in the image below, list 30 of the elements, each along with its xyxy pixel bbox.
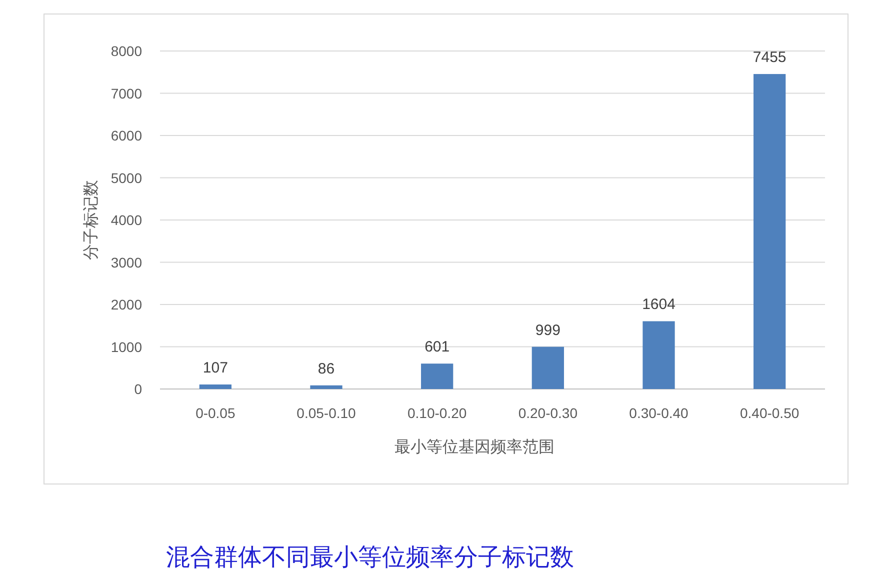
bar [310, 385, 342, 389]
y-tick-label: 5000 [110, 170, 142, 186]
bar [199, 384, 232, 389]
x-tick-label: 0-0.05 [196, 405, 236, 421]
y-axis-title: 分子标记数 [82, 180, 100, 260]
text: 混合群体不同最小等位频率分子标记数 [166, 543, 574, 571]
bar [642, 321, 675, 389]
x-tick-label: 0.40-0.50 [740, 405, 800, 421]
x-tick-label: 0.20-0.30 [518, 405, 578, 421]
bar [421, 364, 454, 389]
data-label: 999 [535, 322, 560, 339]
data-label: 1604 [642, 296, 676, 314]
data-label: 86 [318, 360, 335, 378]
data-label: 7455 [752, 49, 786, 66]
y-tick-label: 6000 [110, 128, 142, 144]
data-label: 601 [424, 338, 450, 356]
x-axis-title: 最小等位基因频率范围 [394, 438, 554, 456]
y-tick-label: 8000 [110, 43, 142, 59]
y-tick-label: 2000 [110, 296, 142, 312]
x-tick-label: 0.30-0.40 [629, 405, 689, 421]
x-tick-label: 0.05-0.10 [296, 405, 356, 421]
x-tick-label: 0.10-0.20 [407, 405, 467, 421]
y-tick-label: 4000 [110, 212, 142, 228]
y-tick-label: 3000 [110, 254, 142, 270]
bar [754, 74, 786, 389]
data-label: 107 [202, 359, 228, 376]
y-tick-label: 1000 [110, 338, 142, 355]
y-tick-label: 0 [134, 381, 142, 397]
y-tick-label: 7000 [110, 85, 142, 102]
bar [532, 346, 564, 389]
